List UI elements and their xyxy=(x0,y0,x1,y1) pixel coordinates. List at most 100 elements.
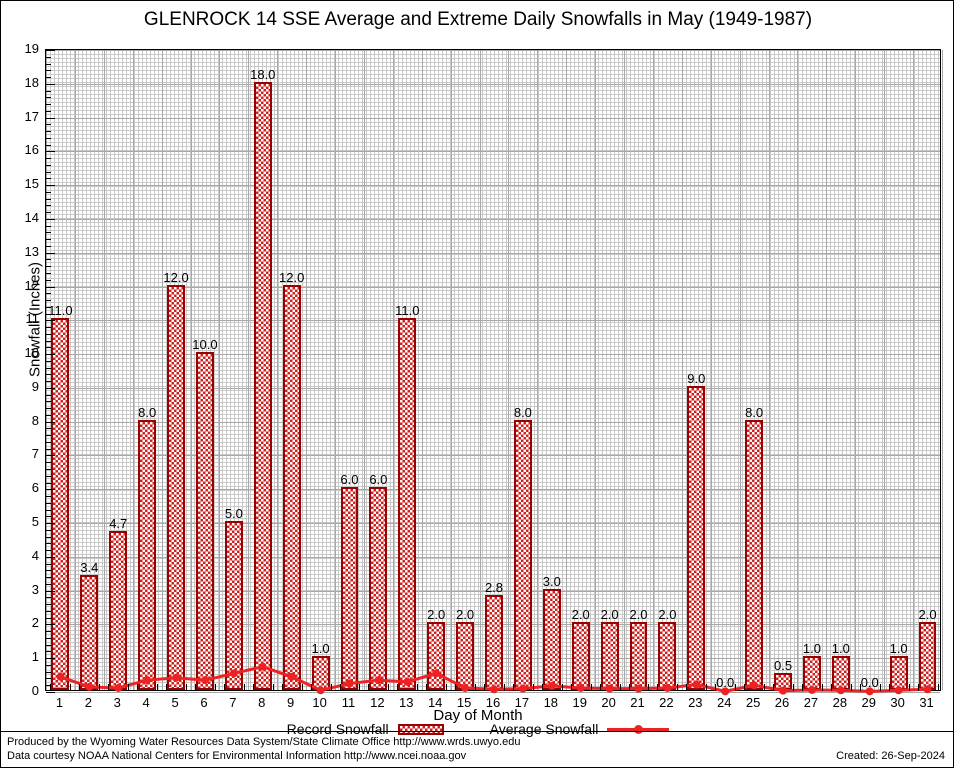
y-axis-minor-tick xyxy=(46,70,51,72)
y-axis-minor-tick xyxy=(46,232,51,234)
x-axis-tick xyxy=(599,684,601,691)
gridline-vertical xyxy=(392,50,394,690)
y-axis-minor-tick xyxy=(46,604,51,606)
bar-value-label: 8.0 xyxy=(745,404,764,420)
bar-value-label: 12.0 xyxy=(163,269,189,285)
x-axis-tick-label: 11 xyxy=(341,695,356,710)
y-axis-minor-tick xyxy=(46,428,51,430)
bar-record-snowfall xyxy=(311,656,330,690)
y-axis-minor-tick xyxy=(46,306,51,308)
x-axis-tick xyxy=(128,684,130,691)
y-axis-minor-tick xyxy=(46,502,51,504)
x-axis-tick xyxy=(223,684,225,691)
bar-value-label: 2.8 xyxy=(484,580,504,596)
y-axis-minor-tick xyxy=(46,158,51,160)
y-axis-tick-label: 15 xyxy=(24,176,39,192)
gridline-vertical xyxy=(161,50,163,690)
y-axis-tick-label: 7 xyxy=(31,446,39,462)
x-axis-tick-label: 8 xyxy=(258,695,266,710)
gridline-vertical xyxy=(46,50,47,690)
x-axis-tick xyxy=(157,684,159,691)
gridline-vertical xyxy=(624,50,626,690)
gridline-vertical xyxy=(739,50,741,690)
x-axis-tick-label: 27 xyxy=(803,695,819,710)
y-axis-tick xyxy=(46,590,55,592)
gridline-vertical xyxy=(248,50,250,690)
y-axis-minor-tick xyxy=(46,462,51,464)
y-axis-minor-tick xyxy=(46,327,51,329)
y-axis-minor-tick xyxy=(46,340,51,342)
legend-item-record: Record Snowfall xyxy=(287,721,444,737)
y-axis-minor-tick xyxy=(46,225,51,227)
legend-item-average: Average Snowfall xyxy=(490,721,670,737)
bar-value-label: 3.0 xyxy=(542,573,561,589)
y-axis-tick xyxy=(46,185,55,187)
x-axis-tick xyxy=(686,684,688,691)
x-axis-tick-label: 12 xyxy=(370,695,385,710)
x-axis-tick-label: 25 xyxy=(745,695,761,710)
gridline-vertical xyxy=(306,50,308,690)
bar-record-snowfall xyxy=(774,673,792,690)
y-axis-minor-tick xyxy=(46,273,51,274)
y-axis-minor-tick xyxy=(46,435,51,437)
x-axis-tick xyxy=(243,684,245,691)
x-axis-tick xyxy=(108,684,110,691)
bar-value-label: 2.0 xyxy=(571,607,590,623)
bar-value-label: 8.0 xyxy=(513,404,532,420)
y-axis-minor-tick xyxy=(46,475,51,477)
y-axis-minor-tick xyxy=(46,77,51,79)
y-axis-minor-tick xyxy=(46,671,51,673)
gridline-vertical xyxy=(797,50,799,690)
x-axis-tick-label: 23 xyxy=(688,695,703,710)
x-axis-tick xyxy=(879,684,881,691)
x-axis-tick xyxy=(50,684,52,691)
footer-line-1: Produced by the Wyoming Water Resources … xyxy=(7,736,521,748)
bar-value-label: 0.0 xyxy=(860,675,879,690)
x-axis-tick-label: 9 xyxy=(287,695,295,710)
bar-record-snowfall xyxy=(109,531,128,690)
gridline-vertical xyxy=(855,50,857,690)
x-axis-tick xyxy=(590,684,592,691)
x-axis-tick xyxy=(619,684,621,691)
gridline-vertical xyxy=(884,50,886,690)
y-axis-minor-tick xyxy=(46,360,51,362)
bar-value-label: 1.0 xyxy=(311,641,330,657)
y-axis-tick-label: 0 xyxy=(31,683,39,698)
x-axis-tick xyxy=(426,684,428,691)
y-axis-minor-tick xyxy=(46,408,51,410)
x-axis-tick xyxy=(252,684,254,691)
x-axis-tick-label: 10 xyxy=(312,695,327,710)
gridline-horizontal xyxy=(46,185,940,187)
y-axis-tick-label: 4 xyxy=(31,547,39,563)
y-axis-tick-label: 11 xyxy=(25,311,40,327)
bar-value-label: 12.0 xyxy=(279,269,305,285)
x-axis-tick xyxy=(388,684,390,691)
y-axis-minor-tick xyxy=(46,550,51,552)
bar-value-label: 9.0 xyxy=(687,370,706,386)
x-axis-tick xyxy=(79,684,81,691)
y-axis-tick-label: 6 xyxy=(31,480,39,496)
bar-value-label: 11.0 xyxy=(48,303,73,319)
y-axis-tick xyxy=(46,252,55,254)
x-axis-tick xyxy=(512,684,514,691)
y-axis-minor-tick xyxy=(46,171,51,173)
y-axis-tick-label: 5 xyxy=(31,514,39,530)
bar-record-snowfall xyxy=(224,521,243,690)
x-axis-tick-label: 17 xyxy=(514,695,530,710)
bar-value-label: 8.0 xyxy=(138,404,157,420)
y-axis-minor-tick xyxy=(46,97,51,99)
y-axis-minor-tick xyxy=(46,570,51,572)
legend-record-swatch xyxy=(397,723,444,735)
gridline-vertical xyxy=(942,50,943,690)
x-axis-tick xyxy=(677,684,679,691)
x-axis-tick-label: 16 xyxy=(485,695,501,710)
x-axis-tick xyxy=(715,684,717,691)
legend-average-label: Average Snowfall xyxy=(489,721,599,737)
y-axis-tick-label: 8 xyxy=(31,412,39,428)
y-axis-minor-tick xyxy=(46,664,51,666)
y-axis-minor-tick xyxy=(46,124,51,126)
y-axis-minor-tick xyxy=(46,104,51,106)
gridline-horizontal xyxy=(46,218,940,220)
bar-value-label: 0.5 xyxy=(773,658,793,674)
